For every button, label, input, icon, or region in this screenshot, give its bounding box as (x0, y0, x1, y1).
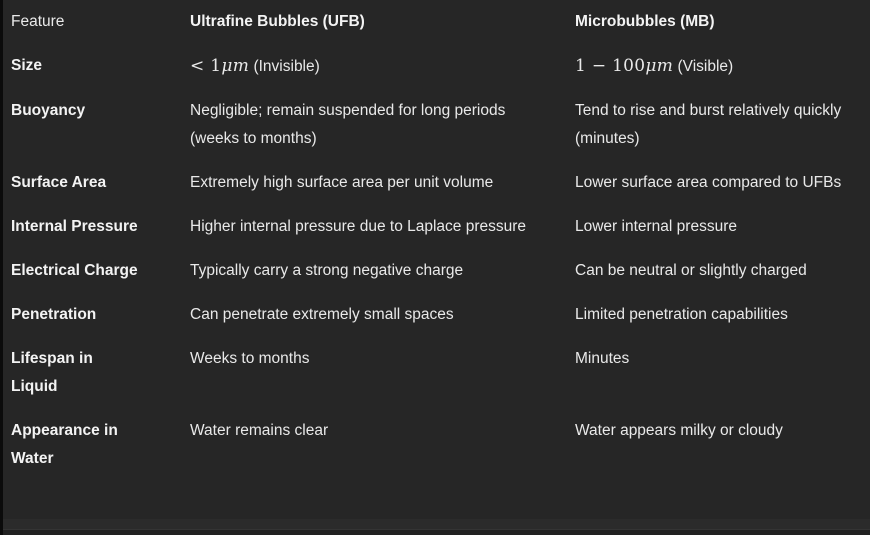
cell-math-text: 1 − 100 (575, 56, 646, 76)
mb-cell: Lower internal pressure (569, 205, 870, 249)
feature-cell: Internal Pressure (11, 218, 138, 235)
cell-text: Lower surface area compared to UFBs (575, 174, 842, 191)
ufb-cell: Can penetrate extremely small spaces (184, 293, 569, 337)
ufb-cell: Higher internal pressure due to Laplace … (184, 205, 569, 249)
mb-cell: Limited penetration capabilities (569, 293, 870, 337)
mb-cell: Can be neutral or slightly charged (569, 249, 870, 293)
cell-text: Higher internal pressure due to Laplace … (190, 218, 527, 235)
feature-cell: Buoyancy (11, 102, 86, 119)
table-row: Internal Pressure Higher internal pressur… (3, 205, 870, 249)
mb-cell: Tend to rise and burst relatively quickl… (569, 89, 870, 161)
cell-text: Lower internal pressure (575, 218, 737, 235)
table-row: Size < 1μm (Invisible) 1 − 100μm (Visible) (3, 44, 870, 89)
table-row: Lifespan in Liquid Weeks to months Minutes (3, 337, 870, 409)
column-header-ufb: Ultrafine Bubbles (UFB) (190, 13, 365, 30)
table-row: Electrical Charge Typically carry a stron… (3, 249, 870, 293)
cell-math-text: μm (645, 56, 674, 76)
ufb-cell: < 1μm (Invisible) (184, 44, 569, 89)
cell-text: Tend to rise and burst relatively quickl… (575, 102, 842, 147)
table-row: Surface Area Extremely high surface area … (3, 161, 870, 205)
cell-text: Weeks to months (190, 350, 310, 367)
cell-text: Minutes (575, 350, 630, 367)
mb-cell: 1 − 100μm (Visible) (569, 44, 870, 89)
page-bottom-strip (3, 530, 870, 535)
table-header-row: Feature Ultrafine Bubbles (UFB) Microbub… (3, 0, 870, 44)
table-row: Appearance in Water Water remains clear Wa… (3, 409, 870, 481)
cell-text: Extremely high surface area per unit vol… (190, 174, 494, 191)
ufb-cell: Negligible; remain suspended for long pe… (184, 89, 569, 161)
cell-text: Limited penetration capabilities (575, 306, 788, 323)
mb-cell: Water appears milky or cloudy (569, 409, 870, 481)
cell-text: Can penetrate extremely small spaces (190, 306, 454, 323)
table-row: Penetration Can penetrate extremely small… (3, 293, 870, 337)
cell-text: (Invisible) (249, 58, 320, 75)
ufb-cell: Typically carry a strong negative charge (184, 249, 569, 293)
cell-text: Water remains clear (190, 422, 329, 439)
cell-text: Water appears milky or cloudy (575, 422, 783, 439)
comparison-table: Feature Ultrafine Bubbles (UFB) Microbub… (3, 0, 870, 481)
mb-cell: Minutes (569, 337, 870, 409)
cell-text: Typically carry a strong negative charge (190, 262, 464, 279)
cell-text: (Visible) (673, 58, 734, 75)
table-bottom-band (3, 519, 870, 530)
feature-cell: Penetration (11, 306, 97, 323)
page-left-edge (0, 0, 3, 535)
feature-cell: Surface Area (11, 174, 107, 191)
cell-math-text: μm (221, 56, 250, 76)
mb-cell: Lower surface area compared to UFBs (569, 161, 870, 205)
cell-text: Negligible; remain suspended for long pe… (190, 102, 506, 147)
feature-cell: Appearance in Water (11, 422, 118, 467)
feature-cell: Lifespan in Liquid (11, 350, 93, 395)
ufb-cell: Water remains clear (184, 409, 569, 481)
ufb-cell: Weeks to months (184, 337, 569, 409)
ufb-cell: Extremely high surface area per unit vol… (184, 161, 569, 205)
feature-cell: Size (11, 57, 43, 74)
cell-math-text: < 1 (190, 56, 222, 76)
column-header-feature: Feature (11, 13, 65, 30)
column-header-mb: Microbubbles (MB) (575, 13, 715, 30)
table-body: Size < 1μm (Invisible) 1 − 100μm (Visible)… (3, 44, 870, 481)
cell-text: Can be neutral or slightly charged (575, 262, 807, 279)
table-row: Buoyancy Negligible; remain suspended for… (3, 89, 870, 161)
feature-cell: Electrical Charge (11, 262, 138, 279)
